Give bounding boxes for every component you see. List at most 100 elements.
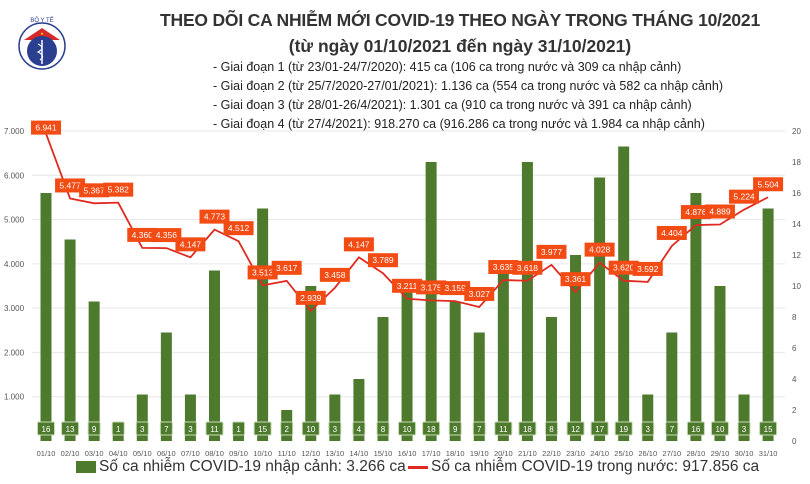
right-axis-tick: 0 (792, 437, 797, 446)
imported-bar (738, 394, 750, 441)
x-axis-tick: 02/10 (61, 449, 80, 458)
imported-bar-label: 12 (571, 425, 580, 434)
domestic-label: 5.367 (83, 185, 105, 195)
imported-bar-label-box (710, 421, 729, 436)
domestic-label: 4.512 (228, 223, 250, 233)
imported-bar-label: 3 (140, 425, 145, 434)
imported-bar-label: 11 (499, 425, 508, 434)
imported-bar (545, 317, 557, 441)
domestic-label-box (729, 189, 760, 204)
imported-bar-label-box (737, 421, 751, 436)
x-axis-tick: 04/10 (109, 449, 128, 458)
left-axis-tick: 6.000 (4, 171, 25, 180)
domestic-label: 5.382 (108, 185, 130, 195)
right-axis-tick: 16 (792, 189, 801, 198)
imported-bar (497, 270, 509, 441)
domestic-label: 3.159 (445, 283, 467, 293)
imported-bar-label: 13 (66, 425, 75, 434)
phase-4-text: - Giai đoạn 4 (từ 27/4/2021): 918.270 ca… (213, 117, 705, 131)
x-axis-tick: 25/10 (614, 449, 633, 458)
imported-bar-label-box (518, 421, 537, 436)
domestic-label: 5.477 (59, 180, 81, 190)
domestic-label: 4.773 (204, 212, 226, 222)
domestic-label-box (560, 272, 591, 287)
imported-bar-label-box (448, 421, 462, 436)
imported-bar (570, 255, 582, 441)
x-axis-tick: 24/10 (590, 449, 609, 458)
phase-1-text: - Giai đoạn 1 (từ 23/01-24/7/2020): 415 … (213, 60, 682, 74)
x-axis-tick: 27/10 (662, 449, 681, 458)
imported-bar-label-box (544, 421, 558, 436)
imported-bar-label: 4 (357, 425, 362, 434)
domestic-label: 5.504 (757, 179, 779, 189)
imported-bar (88, 301, 100, 441)
legend-domestic-label: Số ca nhiễm COVID-19 trong nước: 917.856… (431, 458, 760, 475)
imported-bar (208, 270, 220, 441)
imported-bar (762, 208, 774, 441)
domestic-label-box (584, 242, 615, 257)
legend-imported: Số ca nhiễm COVID-19 nhập cảnh: 3.266 ca (76, 458, 406, 476)
x-axis-tick: 31/10 (759, 449, 778, 458)
chart-subtitle: (từ ngày 01/10/2021 đến ngày 31/10/2021) (288, 36, 632, 56)
imported-bar-label: 8 (549, 425, 554, 434)
domestic-label-box (271, 260, 302, 275)
domestic-label-box (392, 278, 423, 293)
imported-bar-label: 3 (188, 425, 193, 434)
x-axis-tick: 14/10 (350, 449, 369, 458)
domestic-label: 3.617 (276, 263, 298, 273)
domestic-label: 6.941 (35, 123, 57, 133)
imported-bar (666, 332, 678, 441)
imported-bar-label: 9 (92, 425, 97, 434)
imported-bar-label: 7 (477, 425, 482, 434)
imported-bar-label: 15 (764, 425, 773, 434)
domestic-label-box (31, 120, 61, 135)
domestic-label: 3.635 (493, 262, 515, 272)
x-axis-tick: 10/10 (253, 449, 272, 458)
domestic-label: 4.147 (180, 239, 202, 249)
right-axis-tick: 8 (792, 313, 797, 322)
imported-bar-label-box (472, 421, 486, 436)
domestic-label: 3.458 (324, 270, 346, 280)
imported-bar-label-box (61, 421, 80, 436)
domestic-label-box (753, 177, 784, 192)
x-axis-tick: 08/10 (205, 449, 224, 458)
domestic-label-box (199, 209, 230, 224)
imported-bar-label-box (111, 421, 125, 436)
imported-bar (305, 286, 317, 441)
x-axis-tick: 01/10 (37, 449, 56, 458)
imported-bar-label-box (376, 421, 390, 436)
imported-bar (353, 379, 365, 441)
domestic-label-box (175, 237, 206, 252)
domestic-label: 3.361 (565, 274, 587, 284)
left-axis-tick: 5.000 (4, 216, 25, 225)
imported-bar (136, 394, 148, 441)
imported-bar-label: 7 (164, 425, 169, 434)
x-axis-tick: 20/10 (494, 449, 513, 458)
domestic-label-box (127, 227, 158, 242)
phase-2-text: - Giai đoạn 2 (từ 25/7/2020-27/01/2021):… (213, 79, 723, 93)
imported-bar (401, 286, 413, 441)
imported-bar (160, 332, 172, 441)
imported-bar-label-box (328, 421, 342, 436)
left-axis-tick: 4.000 (4, 260, 25, 269)
domestic-label: 4.360 (132, 230, 154, 240)
imported-bar-label: 16 (42, 425, 51, 434)
x-axis-tick: 29/10 (711, 449, 730, 458)
imported-bar (521, 162, 533, 441)
x-axis-tick: 21/10 (518, 449, 537, 458)
chart-title: THEO DÕI CA NHIỄM MỚI COVID-19 THEO NGÀY… (160, 10, 760, 30)
domestic-label: 4.028 (589, 245, 611, 255)
left-axis-tick: 7.000 (4, 127, 25, 136)
domestic-label: 4.147 (348, 239, 370, 249)
domestic-cases-line (45, 133, 769, 313)
x-axis-tick: 15/10 (374, 449, 393, 458)
domestic-label: 3.592 (637, 264, 659, 274)
imported-bar-label: 19 (619, 425, 628, 434)
imported-bar-label: 17 (595, 425, 604, 434)
x-axis-tick: 16/10 (398, 449, 417, 458)
imported-bar-label-box (135, 421, 149, 436)
domestic-label: 3.789 (372, 255, 394, 265)
imported-bar-label-box (590, 421, 609, 436)
imported-bar (594, 177, 606, 441)
